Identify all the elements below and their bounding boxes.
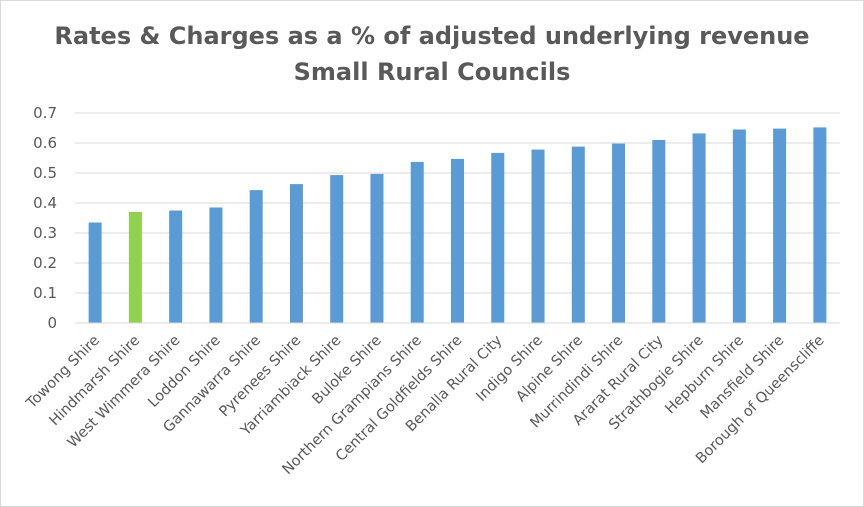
y-tick-label: 0.2: [33, 254, 57, 272]
x-category-label: Loddon Shire: [145, 332, 223, 410]
bar: [128, 212, 142, 323]
bar: [612, 143, 626, 323]
chart-subtitle: Small Rural Councils: [293, 58, 571, 86]
y-axis-tick-labels: 0 0.1 0.2 0.3 0.4 0.5 0.6 0.7: [33, 104, 57, 332]
y-tick-label: 0: [47, 314, 57, 332]
y-tick-label: 0.6: [33, 134, 57, 152]
bar: [773, 128, 787, 323]
bar: [330, 175, 344, 323]
bar: [571, 146, 585, 323]
bar: [209, 207, 223, 323]
bar: [289, 184, 303, 323]
bars: [88, 127, 827, 324]
y-tick-label: 0.4: [33, 194, 57, 212]
bar: [692, 133, 706, 323]
bar: [370, 173, 384, 323]
bar: [88, 222, 102, 323]
bar: [249, 190, 263, 323]
bar: [652, 140, 666, 323]
y-tick-label: 0.5: [33, 164, 57, 182]
bar: [732, 129, 746, 323]
bar: [451, 158, 464, 323]
chart-title: Rates & Charges as a % of adjusted under…: [54, 22, 810, 50]
bar: [491, 152, 505, 323]
y-tick-label: 0.7: [33, 104, 57, 122]
bar: [410, 161, 424, 323]
y-tick-label: 0.1: [33, 284, 57, 302]
bar: [169, 210, 183, 323]
bar: [531, 149, 545, 323]
y-tick-label: 0.3: [33, 224, 57, 242]
bar: [813, 127, 827, 324]
